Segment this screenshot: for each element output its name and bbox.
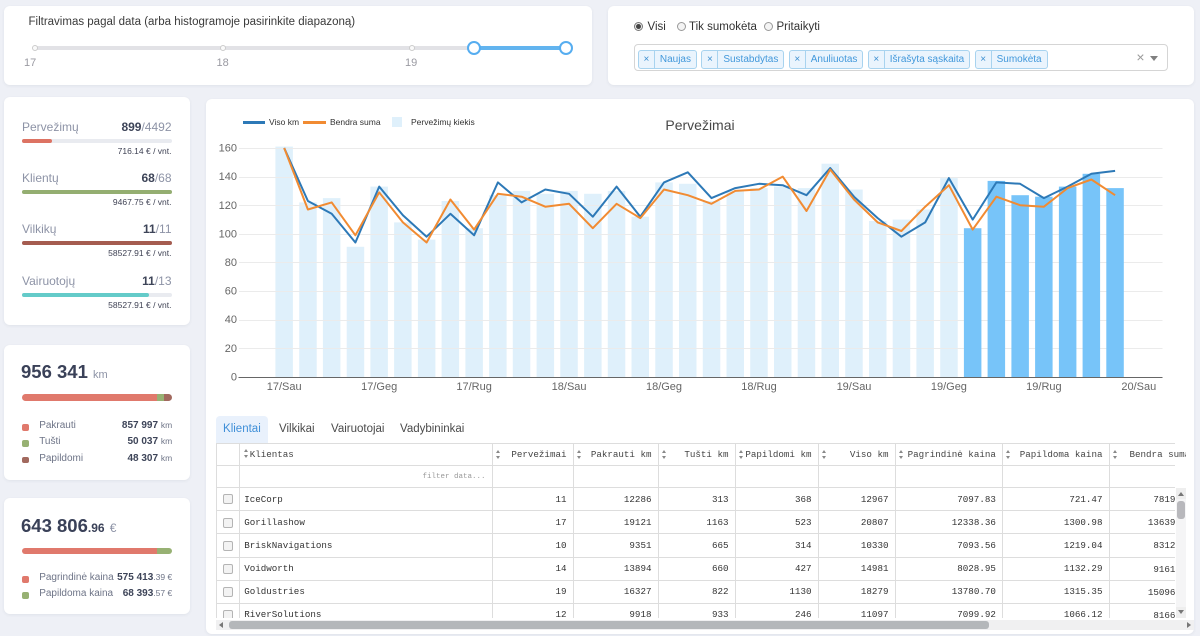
svg-text:19/Rug: 19/Rug: [1026, 381, 1061, 393]
svg-text:120: 120: [219, 200, 237, 212]
svg-text:100: 100: [219, 228, 237, 240]
svg-text:20: 20: [225, 343, 237, 355]
svg-text:60: 60: [225, 286, 237, 298]
svg-text:160: 160: [219, 143, 237, 155]
svg-text:40: 40: [225, 314, 237, 326]
svg-text:19/Geg: 19/Geg: [931, 381, 967, 393]
svg-text:18/Geg: 18/Geg: [646, 381, 682, 393]
svg-text:17/Sau: 17/Sau: [267, 381, 302, 393]
svg-text:140: 140: [219, 171, 237, 183]
svg-text:20/Sau: 20/Sau: [1121, 381, 1156, 393]
svg-text:80: 80: [225, 257, 237, 269]
svg-text:19/Sau: 19/Sau: [837, 381, 872, 393]
svg-text:0: 0: [231, 372, 237, 384]
svg-text:17/Geg: 17/Geg: [361, 381, 397, 393]
svg-text:18/Sau: 18/Sau: [552, 381, 587, 393]
svg-text:17/Rug: 17/Rug: [456, 381, 491, 393]
svg-text:18/Rug: 18/Rug: [741, 381, 776, 393]
